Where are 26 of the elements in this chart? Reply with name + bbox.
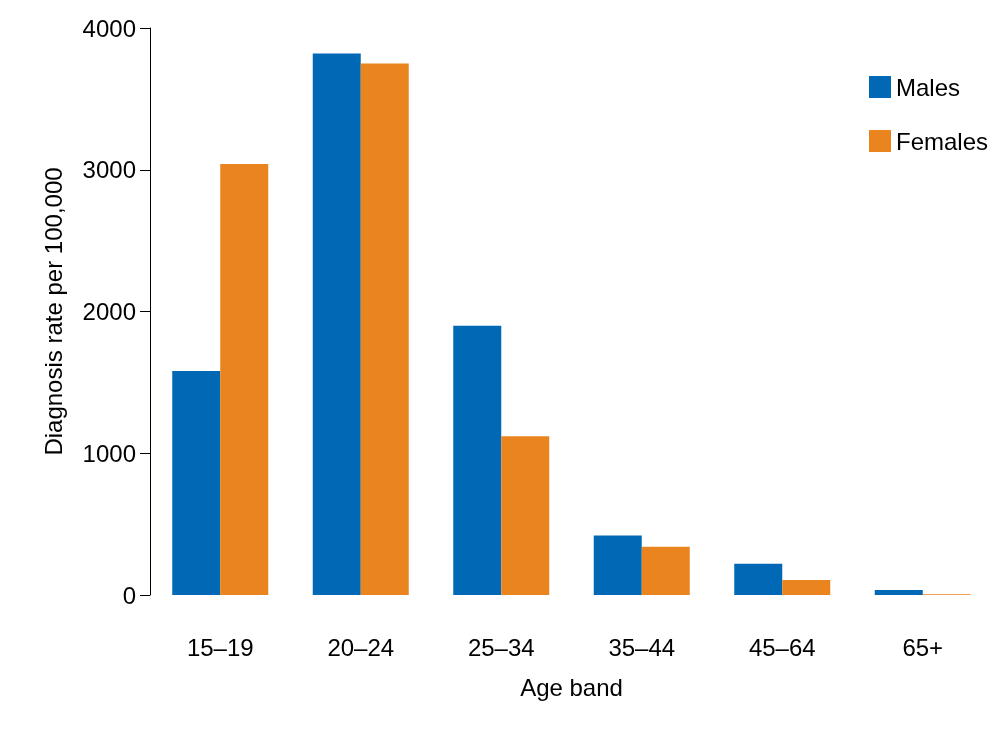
bar — [312, 53, 361, 595]
y-axis-title: Diagnosis rate per 100,000 — [39, 167, 67, 456]
y-tick-label: 1000 — [82, 439, 136, 467]
x-tick-label: 45–64 — [748, 633, 816, 661]
bar — [172, 371, 221, 595]
x-tick-label: 20–24 — [327, 633, 395, 661]
bar — [874, 590, 923, 595]
x-axis-title: Age band — [520, 673, 623, 701]
bar — [782, 580, 831, 595]
bar — [641, 546, 690, 595]
bar — [453, 325, 502, 595]
x-tick-label: 25–34 — [467, 633, 535, 661]
y-tick-label: 3000 — [82, 156, 136, 184]
bar — [593, 535, 642, 595]
legend-label: Males — [895, 73, 960, 101]
y-tick-label: 4000 — [82, 14, 136, 42]
legend-label: Females — [895, 127, 988, 155]
x-tick-label: 65+ — [902, 633, 944, 661]
bar — [360, 63, 409, 595]
x-tick-label: 15–19 — [186, 633, 254, 661]
y-tick-label: 2000 — [82, 298, 136, 325]
x-tick-label: 35–44 — [608, 633, 676, 661]
y-tick-label: 0 — [122, 581, 136, 609]
bar — [734, 563, 783, 595]
bar — [220, 164, 269, 595]
bar — [501, 436, 550, 595]
